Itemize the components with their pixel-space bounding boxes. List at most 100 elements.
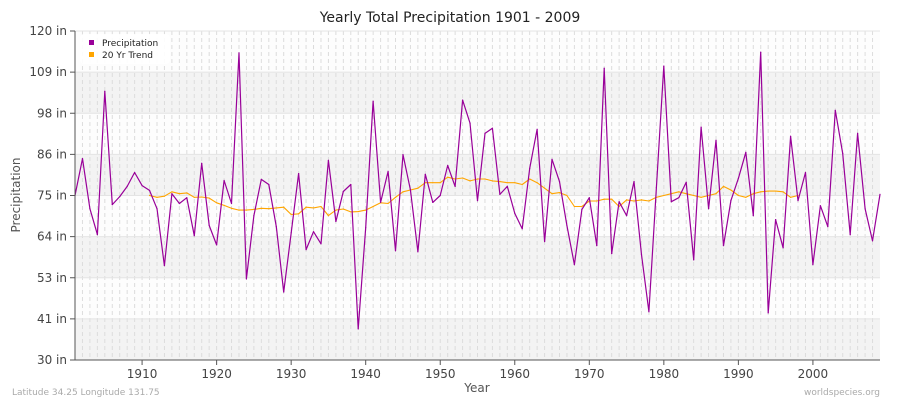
trend-point bbox=[432, 182, 434, 184]
precipitation-point bbox=[625, 215, 628, 217]
trend-point bbox=[350, 211, 352, 213]
precipitation-point bbox=[201, 162, 203, 164]
trend-point bbox=[230, 207, 233, 209]
trend-point bbox=[551, 193, 553, 195]
precipitation-point bbox=[245, 278, 248, 280]
trend-point bbox=[327, 215, 330, 217]
trend-point bbox=[148, 194, 151, 197]
precipitation-point bbox=[521, 228, 523, 230]
precipitation-point bbox=[439, 194, 441, 197]
trend-point bbox=[394, 196, 397, 198]
trend-point bbox=[484, 178, 486, 180]
precipitation-point bbox=[484, 132, 486, 134]
trend-point bbox=[789, 196, 792, 198]
trend-point bbox=[171, 191, 173, 193]
trend-point bbox=[722, 185, 725, 187]
precipitation-point bbox=[469, 122, 471, 124]
trend-point bbox=[342, 208, 344, 210]
precipitation-point bbox=[767, 312, 769, 314]
precipitation-point bbox=[819, 205, 821, 207]
precipitation-point bbox=[722, 244, 725, 247]
trend-point bbox=[469, 180, 471, 182]
precipitation-point bbox=[752, 215, 754, 217]
precipitation-point bbox=[879, 193, 881, 196]
precipitation-point bbox=[782, 247, 784, 249]
trend-point bbox=[156, 196, 158, 198]
trend-point bbox=[372, 205, 374, 208]
precipitation-point bbox=[827, 225, 829, 228]
trend-point bbox=[730, 189, 732, 191]
precipitation-point bbox=[461, 99, 464, 101]
precipitation-point bbox=[789, 135, 792, 137]
precipitation-point bbox=[834, 109, 836, 111]
trend-point bbox=[268, 208, 270, 210]
x-tick-label: 1980 bbox=[649, 367, 680, 381]
precipitation-point bbox=[275, 225, 277, 228]
trend-point bbox=[283, 206, 285, 208]
precipitation-point bbox=[655, 186, 657, 189]
precipitation-point bbox=[842, 152, 844, 155]
precipitation-point bbox=[171, 193, 173, 195]
trend-point bbox=[775, 190, 777, 192]
trend-point bbox=[178, 193, 180, 195]
precipitation-point bbox=[573, 263, 575, 266]
precipitation-point bbox=[678, 197, 680, 199]
precipitation-point bbox=[186, 197, 188, 199]
precipitation-point bbox=[148, 189, 151, 191]
precipitation-point bbox=[633, 181, 635, 183]
precipitation-point bbox=[670, 201, 672, 203]
precipitation-point bbox=[737, 177, 739, 179]
precipitation-point bbox=[700, 126, 702, 128]
trend-point bbox=[506, 182, 508, 184]
trend-point bbox=[461, 177, 464, 179]
trend-point bbox=[491, 180, 494, 182]
precipitation-point bbox=[745, 151, 747, 153]
precipitation-point bbox=[529, 167, 531, 170]
trend-point bbox=[305, 206, 307, 208]
precipitation-point bbox=[312, 231, 315, 233]
precipitation-point bbox=[812, 263, 814, 266]
legend-label-precipitation: Precipitation bbox=[102, 39, 158, 49]
precipitation-point bbox=[618, 201, 620, 203]
precipitation-point bbox=[327, 159, 330, 162]
trend-point bbox=[298, 213, 300, 215]
trend-point bbox=[633, 200, 635, 202]
trend-point bbox=[439, 182, 441, 184]
trend-point bbox=[752, 193, 754, 195]
precipitation-point bbox=[89, 208, 91, 210]
source-label: worldspecies.org bbox=[804, 388, 880, 398]
trend-point bbox=[700, 196, 702, 198]
trend-point bbox=[536, 182, 538, 184]
precipitation-point bbox=[387, 170, 389, 172]
trend-point bbox=[253, 208, 255, 210]
precipitation-point bbox=[394, 250, 397, 252]
precipitation-point bbox=[536, 128, 538, 130]
trend-point bbox=[521, 183, 523, 186]
precipitation-point bbox=[558, 181, 561, 183]
x-tick-label: 1950 bbox=[425, 367, 456, 381]
x-tick-label: 1970 bbox=[574, 367, 605, 381]
precipitation-point bbox=[648, 311, 650, 313]
precipitation-point bbox=[290, 232, 292, 234]
trend-point bbox=[476, 178, 479, 180]
precipitation-point bbox=[432, 201, 434, 204]
precipitation-point bbox=[730, 200, 732, 202]
precipitation-point bbox=[230, 202, 233, 205]
trend-point bbox=[402, 191, 404, 193]
trend-point bbox=[581, 205, 583, 208]
precipitation-point bbox=[603, 67, 605, 69]
precipitation-point bbox=[193, 235, 195, 237]
precipitation-point bbox=[864, 208, 866, 210]
precipitation-point bbox=[283, 291, 285, 293]
legend: Precipitation 20 Yr Trend bbox=[80, 34, 170, 64]
trend-point bbox=[693, 194, 695, 197]
precipitation-point bbox=[402, 153, 404, 156]
precipitation-point bbox=[566, 224, 568, 227]
trend-point bbox=[238, 209, 240, 211]
x-tick-label: 1910 bbox=[127, 367, 158, 381]
precipitation-point bbox=[81, 157, 84, 160]
trend-point bbox=[335, 209, 337, 211]
trend-point bbox=[417, 187, 419, 189]
